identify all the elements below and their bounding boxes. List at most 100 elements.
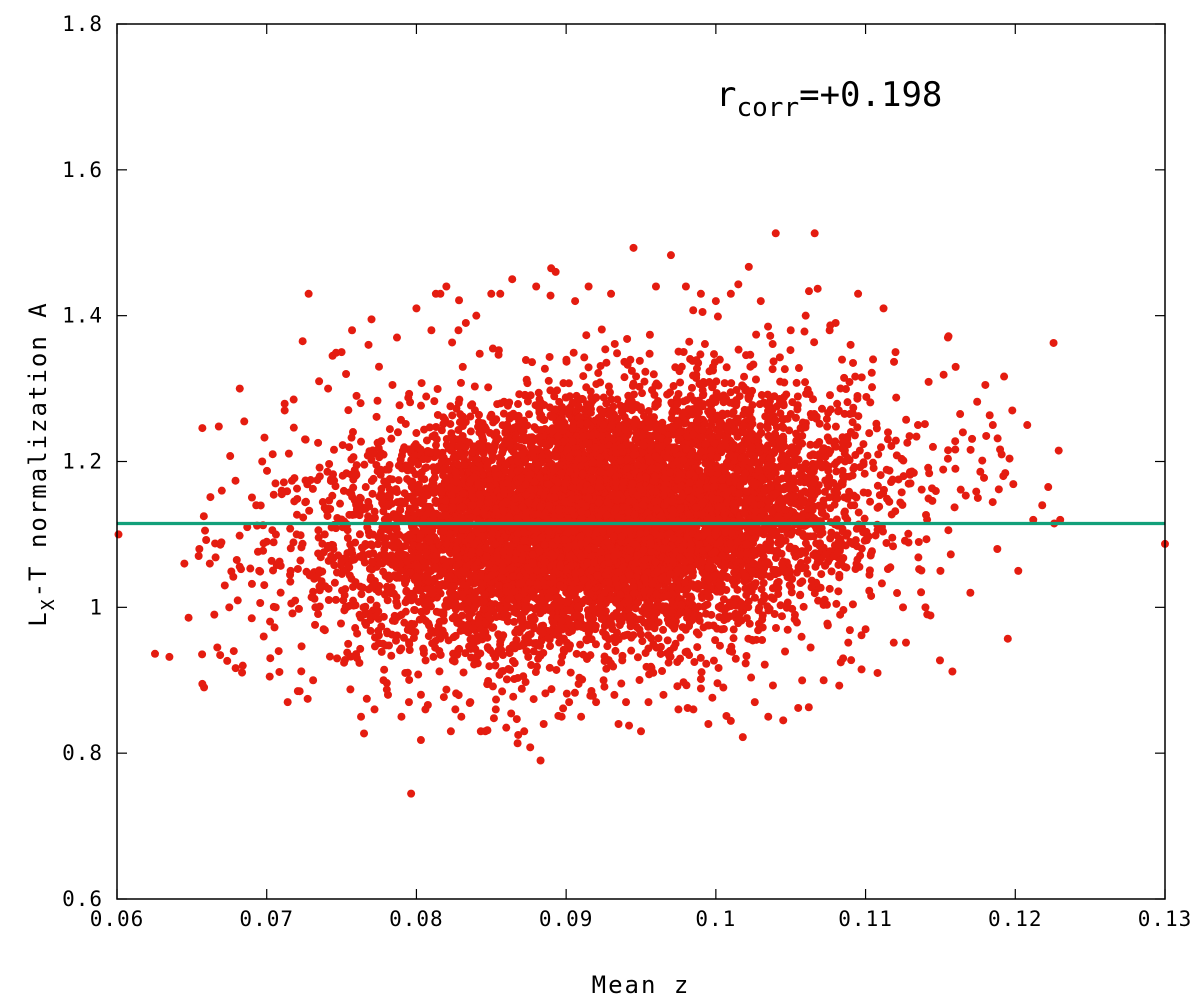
cloud-point bbox=[338, 441, 347, 450]
cloud-point bbox=[866, 398, 875, 407]
cloud-point bbox=[914, 538, 923, 547]
cloud-point bbox=[772, 623, 781, 632]
cloud-point bbox=[874, 450, 883, 459]
cloud-point bbox=[925, 469, 934, 478]
cloud-point bbox=[604, 382, 613, 391]
cloud-point bbox=[377, 647, 386, 656]
cloud-point bbox=[484, 383, 493, 392]
cloud-point bbox=[348, 549, 357, 558]
cloud-point bbox=[876, 471, 885, 480]
cloud-point bbox=[696, 675, 705, 684]
cloud-point bbox=[256, 599, 265, 608]
cloud-point bbox=[544, 376, 553, 385]
cloud-point bbox=[269, 490, 278, 499]
cloud-point bbox=[387, 651, 396, 660]
cloud-point bbox=[432, 422, 441, 431]
cloud-point bbox=[687, 383, 696, 392]
cloud-point bbox=[823, 422, 832, 431]
cloud-point bbox=[442, 685, 451, 694]
cloud-point bbox=[891, 436, 900, 445]
cloud-point bbox=[729, 634, 738, 643]
cloud-point bbox=[269, 538, 278, 547]
cloud-point bbox=[641, 367, 650, 376]
cloud-point bbox=[620, 373, 629, 382]
cloud-point bbox=[603, 642, 612, 651]
cloud-point bbox=[211, 553, 220, 562]
cloud-point bbox=[340, 658, 349, 667]
cloud-point bbox=[269, 566, 278, 575]
cloud-point bbox=[914, 553, 923, 562]
cloud-point bbox=[347, 433, 356, 442]
cloud-point bbox=[956, 410, 965, 419]
cloud-point bbox=[689, 306, 698, 315]
cloud-point bbox=[617, 679, 626, 688]
cloud-point bbox=[293, 484, 302, 493]
cloud-point bbox=[452, 689, 461, 698]
cloud-point bbox=[769, 357, 778, 366]
cloud-point bbox=[776, 409, 785, 418]
cloud-point bbox=[331, 595, 340, 604]
cloud-point bbox=[546, 386, 555, 395]
point-cloud bbox=[150, 287, 1058, 798]
cloud-point bbox=[470, 382, 479, 391]
cloud-point bbox=[708, 693, 717, 702]
cloud-point bbox=[223, 656, 232, 665]
cloud-point bbox=[217, 538, 226, 547]
cloud-point bbox=[412, 429, 421, 438]
cloud-point bbox=[466, 427, 475, 436]
cloud-point bbox=[734, 345, 743, 354]
cloud-point bbox=[973, 397, 982, 406]
cloud-point bbox=[847, 656, 856, 665]
cloud-point bbox=[289, 538, 298, 547]
cloud-point bbox=[626, 355, 635, 364]
cloud-point bbox=[569, 348, 578, 357]
cloud-point bbox=[315, 463, 324, 472]
cloud-point bbox=[715, 355, 724, 364]
cloud-point bbox=[594, 369, 603, 378]
cloud-point bbox=[750, 593, 759, 602]
cloud-point bbox=[860, 514, 869, 523]
cloud-point bbox=[740, 372, 749, 381]
cloud-point bbox=[584, 363, 593, 372]
cloud-point bbox=[838, 355, 847, 364]
cloud-point bbox=[713, 679, 722, 688]
cloud-point bbox=[888, 533, 897, 542]
cloud-point bbox=[528, 358, 537, 367]
cloud-point bbox=[792, 378, 801, 387]
cloud-point bbox=[385, 461, 394, 470]
cloud-point bbox=[635, 356, 644, 365]
cloud-point bbox=[722, 363, 731, 372]
cloud-point bbox=[899, 456, 908, 465]
cloud-point bbox=[871, 531, 880, 540]
cloud-point bbox=[356, 399, 365, 408]
cloud-point bbox=[380, 665, 389, 674]
cloud-point bbox=[776, 601, 785, 610]
cloud-point bbox=[275, 667, 284, 676]
cloud-point bbox=[345, 443, 354, 452]
cloud-point bbox=[150, 649, 159, 658]
cloud-point bbox=[510, 617, 519, 626]
cloud-point bbox=[823, 619, 832, 628]
cloud-point bbox=[904, 529, 913, 538]
cloud-point bbox=[863, 489, 872, 498]
cloud-point bbox=[610, 690, 619, 699]
cloud-point bbox=[260, 581, 269, 590]
cloud-point bbox=[760, 660, 769, 669]
cloud-point bbox=[226, 452, 235, 461]
cloud-point bbox=[384, 641, 393, 650]
cloud-point bbox=[644, 407, 653, 416]
cloud-point bbox=[344, 639, 353, 648]
cloud-point bbox=[804, 287, 813, 296]
cloud-point bbox=[522, 647, 531, 656]
cloud-point bbox=[201, 526, 210, 535]
cloud-point bbox=[401, 668, 410, 677]
cloud-point bbox=[831, 422, 840, 431]
cloud-point bbox=[361, 483, 370, 492]
cloud-point bbox=[311, 603, 320, 612]
cloud-point bbox=[961, 491, 970, 500]
cloud-point bbox=[872, 419, 881, 428]
cloud-point bbox=[768, 681, 777, 690]
cloud-point bbox=[610, 339, 619, 348]
cloud-point bbox=[853, 391, 862, 400]
